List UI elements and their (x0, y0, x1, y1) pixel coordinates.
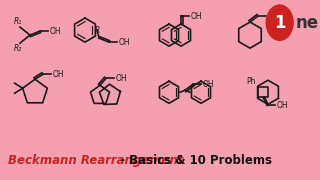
Text: R: R (94, 26, 100, 35)
Circle shape (266, 5, 293, 40)
Text: OH: OH (119, 38, 131, 47)
Text: OH: OH (50, 27, 62, 36)
Text: OH: OH (116, 74, 128, 83)
Text: Beckmann Rearrangement: Beckmann Rearrangement (8, 154, 183, 167)
Text: ne: ne (296, 14, 319, 32)
Text: OH: OH (268, 12, 280, 21)
Text: OH: OH (191, 12, 203, 21)
Text: OH: OH (53, 70, 65, 79)
Text: Ph: Ph (246, 77, 256, 86)
Text: - Basics & 10 Problems: - Basics & 10 Problems (116, 154, 272, 167)
Text: OH: OH (203, 80, 215, 89)
Text: R₁: R₁ (14, 17, 22, 26)
Text: R₂: R₂ (14, 44, 22, 53)
Text: 1: 1 (274, 14, 285, 32)
Text: OH: OH (277, 101, 289, 110)
